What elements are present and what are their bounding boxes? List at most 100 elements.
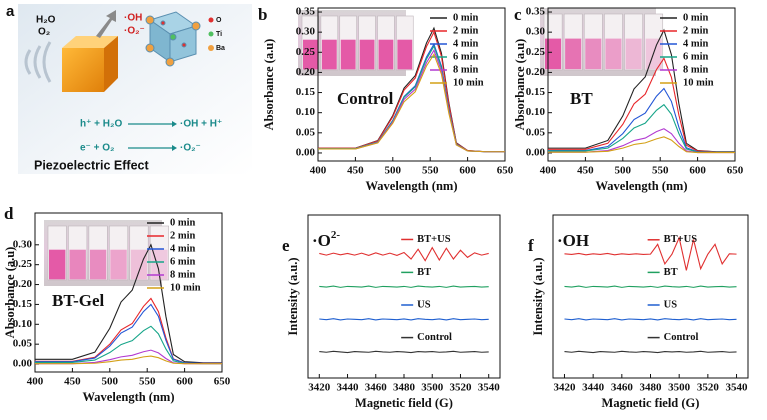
- x-tick-label: 3520: [449, 382, 472, 394]
- x-tick-label: 650: [214, 376, 231, 388]
- x-axis-label: Magnetic field (G): [355, 396, 453, 410]
- x-axis-label: Magnetic field (G): [602, 396, 700, 410]
- x-tick-label: 600: [176, 376, 193, 388]
- y-tick-label: 0.05: [13, 338, 33, 350]
- y-tick-label: 0.05: [296, 126, 316, 138]
- caption: Piezoelectric Effect: [34, 158, 149, 172]
- legend-label: 0 min: [170, 217, 196, 228]
- spectrum-line: [548, 136, 735, 154]
- y-tick-label: 0.35: [296, 6, 316, 18]
- legend-label: BT: [417, 267, 431, 278]
- atom-dot: [208, 17, 214, 23]
- spectrum-line: [548, 28, 735, 153]
- cuvette-liquid: [49, 249, 66, 280]
- legend-label: Control: [417, 332, 452, 343]
- panel-label: f: [528, 236, 534, 255]
- x-tick-label: 450: [64, 376, 81, 388]
- x-tick-label: 3440: [582, 382, 605, 394]
- legend-label: 4 min: [683, 38, 709, 49]
- y-tick-label: 0.25: [296, 46, 316, 58]
- y-tick-label: 0.20: [296, 66, 316, 78]
- x-tick-label: 600: [459, 165, 476, 177]
- y-tick-label: 0.00: [526, 146, 546, 158]
- cuvette-liquid: [110, 249, 127, 280]
- x-tick-label: 3500: [668, 382, 691, 394]
- title-text: BT: [570, 89, 593, 108]
- cuvette: [149, 225, 169, 281]
- y-axis-label: Absorbance (a.u): [513, 39, 527, 131]
- y-tick-label: 0.15: [526, 86, 546, 98]
- y-axis-label: Intensity (a.u.): [531, 257, 545, 335]
- legend-label: 4 min: [170, 243, 196, 254]
- panel-label: a: [6, 3, 15, 20]
- legend-label: 4 min: [453, 38, 479, 49]
- atom-dot: [208, 45, 214, 51]
- legend-label: 2 min: [683, 25, 709, 36]
- x-axis-label: Wavelength (nm): [595, 179, 687, 193]
- cuvette-liquid: [69, 249, 86, 280]
- x-tick-label: 650: [497, 165, 514, 177]
- radical-label: ·OH: [124, 13, 142, 24]
- y-tick-label: 0.25: [13, 258, 33, 270]
- spectrum-line: [319, 350, 489, 354]
- cuvette-liquid: [605, 38, 622, 70]
- atom-dot: [208, 31, 214, 37]
- spectrum-line: [564, 236, 737, 271]
- reaction-right: ·O₂⁻: [180, 143, 201, 154]
- x-tick-label: 3500: [421, 382, 444, 394]
- x-tick-label: 450: [347, 165, 364, 177]
- spectrum-line: [564, 318, 737, 321]
- legend-label: 2 min: [170, 230, 196, 241]
- legend-label: 0 min: [683, 12, 709, 23]
- spectrum-line: [318, 53, 505, 153]
- spectrum-line: [319, 318, 489, 321]
- x-tick-label: 3540: [726, 382, 749, 394]
- spectrum-line: [35, 355, 222, 365]
- cuvette-liquid: [89, 249, 107, 280]
- legend-label: 10 min: [170, 282, 201, 293]
- y-tick-label: 0.10: [296, 106, 316, 118]
- legend-label: 0 min: [453, 12, 479, 23]
- panel-title: BT: [570, 89, 593, 108]
- cuvette-liquid: [585, 38, 602, 70]
- cuvette-liquid: [359, 39, 375, 70]
- legend-label: 10 min: [683, 77, 714, 88]
- cuvette-liquid: [303, 39, 318, 70]
- x-axis-label: Wavelength (nm): [365, 179, 457, 193]
- legend-label: BT: [664, 267, 678, 278]
- legend-label: 6 min: [453, 51, 479, 62]
- y-tick-label: 0.20: [526, 66, 546, 78]
- panel-title: Control: [337, 89, 394, 108]
- cuvette: [644, 13, 664, 71]
- spectrum-line: [564, 285, 737, 288]
- legend-label: US: [664, 299, 678, 310]
- cuvette: [109, 225, 129, 281]
- x-tick-label: 650: [727, 165, 744, 177]
- panel-title: ·OH: [557, 231, 589, 250]
- y-tick-label: 0.35: [526, 6, 546, 18]
- plot-frame: [547, 7, 736, 162]
- x-tick-label: 400: [27, 376, 44, 388]
- x-tick-label: 3420: [308, 382, 331, 394]
- y-tick-label: 0.10: [526, 106, 546, 118]
- cuvette: [624, 13, 643, 71]
- cuvette-liquid: [130, 249, 148, 280]
- x-tick-label: 550: [652, 165, 669, 177]
- atom-label: Ti: [216, 31, 222, 38]
- spectrum-line: [319, 285, 489, 288]
- y-tick-label: 0.20: [13, 278, 33, 290]
- waves: [24, 41, 52, 83]
- spectrum-line: [564, 350, 737, 354]
- cuvette-liquid: [545, 38, 562, 70]
- atom-label: O: [216, 17, 222, 24]
- x-tick-label: 3420: [553, 382, 576, 394]
- x-tick-label: 600: [689, 165, 706, 177]
- plot-frame: [317, 7, 506, 162]
- y-tick-label: 0.05: [526, 126, 546, 138]
- legend-label: 6 min: [683, 51, 709, 62]
- x-tick-label: 3460: [365, 382, 388, 394]
- schematic-background: [18, 4, 252, 174]
- atom-label: Ba: [216, 45, 225, 52]
